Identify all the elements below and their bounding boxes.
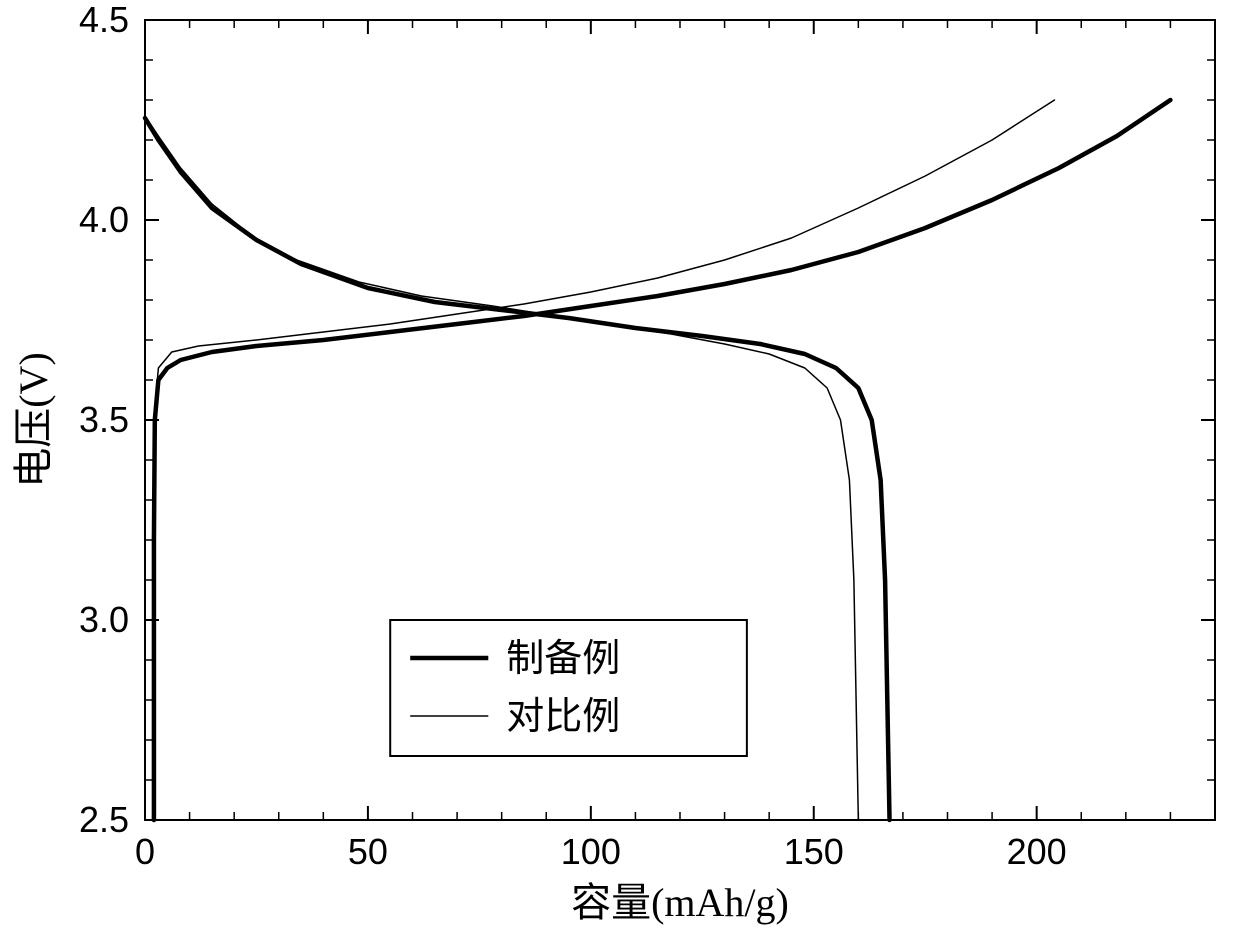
y-tick-label: 4.0: [79, 199, 129, 240]
x-axis-label: 容量(mAh/g): [571, 880, 789, 925]
legend-label: 制备例: [506, 638, 620, 680]
chart-svg: 0 50 100 150 200 2.5 3.0 3.5 4.0 4.5 制备例对比例 容量(m…: [0, 0, 1240, 938]
x-tick-label: 0: [135, 831, 155, 872]
y-tick-label: 3.0: [79, 599, 129, 640]
y-tick-label: 4.5: [79, 0, 129, 40]
y-tick-label: 2.5: [79, 799, 129, 840]
x-tick-label: 100: [561, 831, 621, 872]
chart-container: 0 50 100 150 200 2.5 3.0 3.5 4.0 4.5 制备例对比例 容量(m…: [0, 0, 1240, 938]
x-tick-label: 50: [348, 831, 388, 872]
series-comparison-charge: [154, 100, 1055, 540]
legend-label: 对比例: [506, 696, 620, 738]
x-tick-label: 150: [784, 831, 844, 872]
y-axis-label: 电压(V): [11, 352, 56, 488]
legend: 制备例对比例: [390, 620, 747, 756]
y-tick-label: 3.5: [79, 399, 129, 440]
x-tick-label: 200: [1007, 831, 1067, 872]
